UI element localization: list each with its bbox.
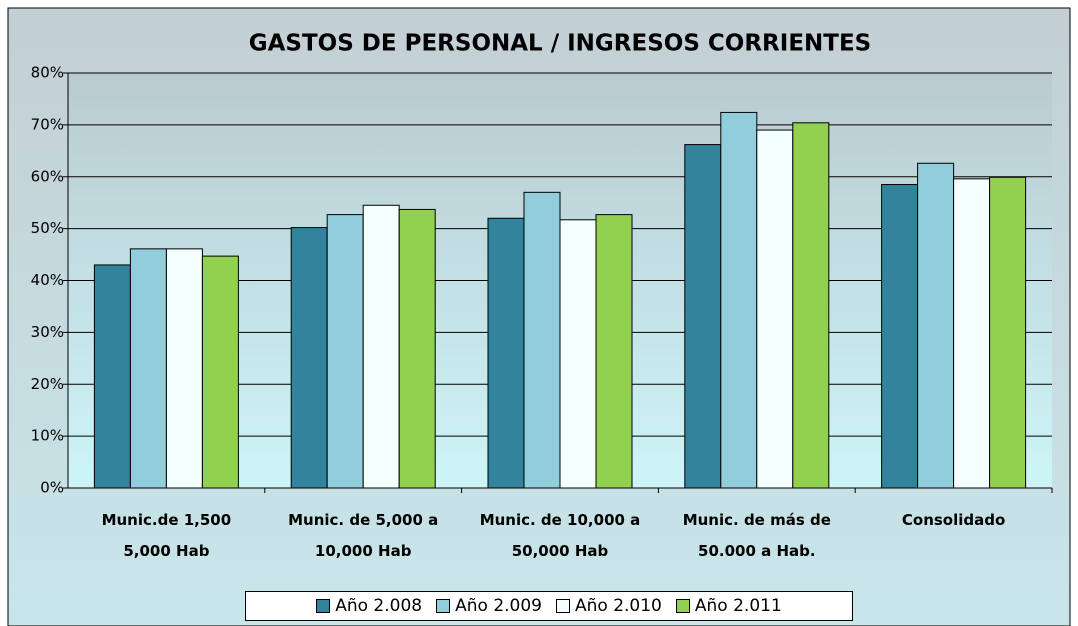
bar	[326, 214, 364, 489]
bar	[129, 248, 167, 489]
bar	[290, 227, 328, 489]
x-tick-label: Munic. de 10,000 a 50,000 Hab	[479, 511, 641, 560]
bar	[684, 144, 722, 489]
bar	[523, 191, 561, 489]
bar	[881, 184, 919, 489]
y-tick-label: 50%	[31, 219, 64, 237]
y-tick-label: 80%	[31, 64, 64, 82]
legend-swatch	[436, 599, 451, 613]
bar	[756, 129, 794, 489]
legend: Año 2.008 Año 2.009 Año 2.010 Año 2.011	[245, 591, 853, 621]
legend-swatch	[675, 599, 690, 613]
bar	[487, 217, 525, 489]
y-tick-label: 60%	[31, 167, 64, 185]
y-tick-label: 70%	[31, 115, 64, 133]
bar	[989, 176, 1027, 489]
legend-item: Año 2.009	[436, 596, 542, 616]
legend-label: Año 2.010	[575, 596, 662, 616]
y-tick-label: 0%	[40, 479, 64, 497]
legend-label: Año 2.009	[455, 596, 542, 616]
bar	[362, 204, 400, 489]
y-tick-label: 30%	[31, 323, 64, 341]
legend-label: Año 2.008	[335, 596, 423, 616]
bar	[953, 178, 991, 489]
bar	[917, 162, 955, 489]
bar	[398, 208, 436, 489]
chart-title: GASTOS DE PERSONAL / INGRESOS CORRIENTES	[249, 31, 872, 57]
x-tick-label: Consolidado	[901, 511, 1006, 529]
legend-swatch	[556, 599, 570, 613]
y-tick-label: 10%	[31, 427, 64, 445]
legend-swatch	[316, 599, 331, 613]
bar	[720, 111, 758, 489]
x-tick-label: Munic. de más de 50.000 a Hab.	[682, 511, 831, 560]
bar	[792, 122, 830, 489]
legend-item: Año 2.008	[316, 596, 422, 616]
y-tick-label: 40%	[31, 271, 64, 289]
bar	[93, 264, 131, 489]
legend-item: Año 2.011	[675, 596, 782, 616]
bar	[165, 248, 203, 489]
bar	[201, 255, 239, 489]
bar	[559, 219, 597, 489]
bar	[595, 214, 633, 489]
x-tick-label: Munic.de 1,500 5,000 Hab	[101, 511, 232, 560]
legend-item: Año 2.010	[556, 596, 662, 616]
x-tick-label: Munic. de 5,000 a 10,000 Hab	[288, 511, 439, 560]
legend-label: Año 2.011	[694, 596, 782, 616]
y-tick-label: 20%	[31, 375, 64, 393]
